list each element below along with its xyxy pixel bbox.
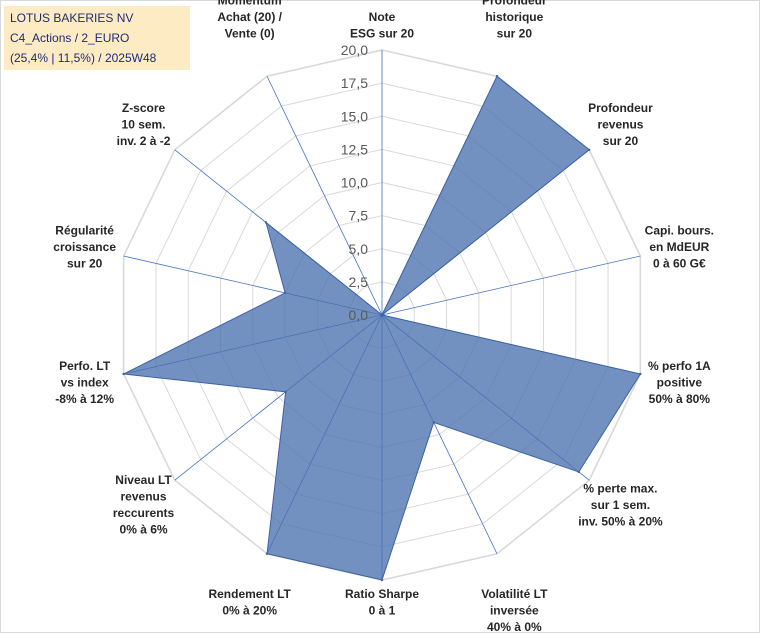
tick-label: 7,5: [349, 208, 369, 224]
tick-label: 5,0: [349, 241, 369, 257]
axis-label: Niveau LT revenus reccurents 0% à 6%: [113, 473, 175, 536]
axis-label: Momentum Achat (20) / Vente (0): [217, 0, 282, 41]
axis-label: Volatilité LT inversée 40% à 0%: [481, 587, 548, 633]
data-point: [587, 148, 591, 151]
title-category: C4_Actions / 2_EURO: [10, 31, 130, 45]
data-point: [577, 470, 581, 474]
tick-label: 2,5: [349, 274, 369, 290]
axis-label: Régularité croissance sur 20: [53, 223, 116, 270]
data-point: [432, 421, 435, 424]
tick-label: 0,0: [349, 307, 369, 323]
radial-tick-labels: 0,0 2,5 5,0 7,5 10,0 12,5 15,0 17,5 20,0: [341, 42, 368, 323]
data-point: [284, 390, 287, 394]
radar-series: [121, 75, 642, 582]
axis-labels: Note ESG sur 20 Profondeur historique sur 20…: [53, 0, 714, 633]
chart-title-box: LOTUS BAKERIES NV C4_Actions / 2_EURO (2…: [4, 6, 190, 70]
axis-spoke: [266, 76, 383, 316]
data-point: [283, 291, 287, 295]
title-company: LOTUS BAKERIES NV: [10, 11, 134, 25]
axis-label: Note ESG sur 20: [350, 10, 414, 41]
tick-label: 10,0: [341, 175, 368, 191]
axis-label: Profondeur historique sur 20: [482, 0, 547, 41]
data-point: [122, 372, 125, 376]
tick-label: 17,5: [341, 75, 368, 91]
axis-label: Capi. bours. en MdEUR 0 à 60 G€: [645, 223, 714, 270]
axis-label: % perte max. sur 1 sem. inv. 50% à 20%: [578, 481, 663, 528]
title-stats: (25,4% | 11,5%) / 2025W48: [10, 51, 157, 65]
data-point: [639, 372, 642, 376]
axis-label: % perfo 1A positive 50% à 80%: [648, 359, 711, 406]
data-point: [265, 552, 269, 555]
axis-label: Ratio Sharpe 0 à 1: [345, 587, 419, 618]
axis-spoke: [381, 255, 641, 316]
data-point: [495, 75, 499, 78]
data-point: [380, 578, 384, 582]
axis-label: Z-score 10 sem. inv. 2 à -2: [117, 101, 171, 148]
tick-label: 15,0: [341, 108, 368, 124]
axis-label: Rendement LT 0% à 20%: [208, 587, 291, 618]
series-area: [121, 75, 642, 581]
tick-label: 12,5: [341, 141, 368, 157]
data-point: [264, 221, 268, 224]
data-point: [380, 313, 384, 317]
axis-label: Perfo. LT vs index -8% à 12%: [55, 359, 114, 406]
tick-label: 20,0: [341, 42, 368, 58]
axis-label: Profondeur revenus sur 20: [588, 101, 653, 148]
